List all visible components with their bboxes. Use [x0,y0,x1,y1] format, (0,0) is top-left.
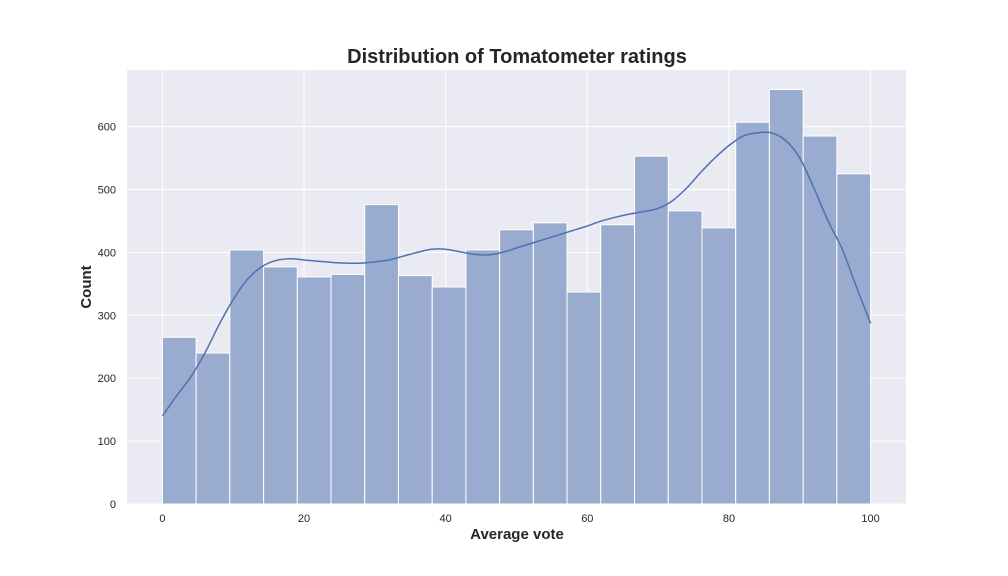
histogram-bar [263,266,298,505]
x-axis-label: Average vote [470,526,564,543]
histogram-bar [566,291,602,505]
histogram-bar [768,88,804,505]
histogram-bar [802,135,838,505]
y-tick-label: 600 [98,122,116,134]
histogram-bar [499,229,534,505]
histogram-bar [330,273,366,505]
x-tick-label: 0 [159,513,165,525]
x-tick-label: 40 [440,513,452,525]
x-tick-label: 20 [298,513,310,525]
histogram-bar [836,173,872,505]
x-tick-label: 100 [861,513,879,525]
chart-title: Distribution of Tomatometer ratings [347,46,687,68]
y-tick-label: 100 [98,436,116,448]
histogram-bar [229,249,265,505]
histogram-bars [161,88,872,505]
histogram-bar [296,276,332,505]
histogram-bar [600,224,636,505]
kde-curve [161,131,872,417]
y-tick-label: 300 [98,310,116,322]
histogram-bar [397,275,433,505]
histogram-bar [195,352,231,505]
histogram-bar [634,155,669,505]
histogram-bar [701,227,737,505]
histogram-bar [735,121,770,505]
y-tick-label: 500 [98,185,116,197]
histogram-bar [161,336,197,505]
y-tick-label: 400 [98,247,116,259]
histogram-bar [364,204,399,505]
histogram-bar [532,222,568,505]
histogram-bar [667,210,703,505]
histogram-bar [465,249,501,505]
y-tick-label: 0 [110,499,116,511]
x-tick-label: 60 [581,513,593,525]
histogram-bar [431,286,467,505]
y-axis-label: Count [78,265,95,308]
y-tick-label: 200 [98,373,116,385]
x-axis-ticks: 0 20 40 60 80 100 [159,513,879,525]
x-tick-label: 80 [723,513,735,525]
y-axis-ticks: 0 100 200 300 400 500 600 [98,122,116,511]
